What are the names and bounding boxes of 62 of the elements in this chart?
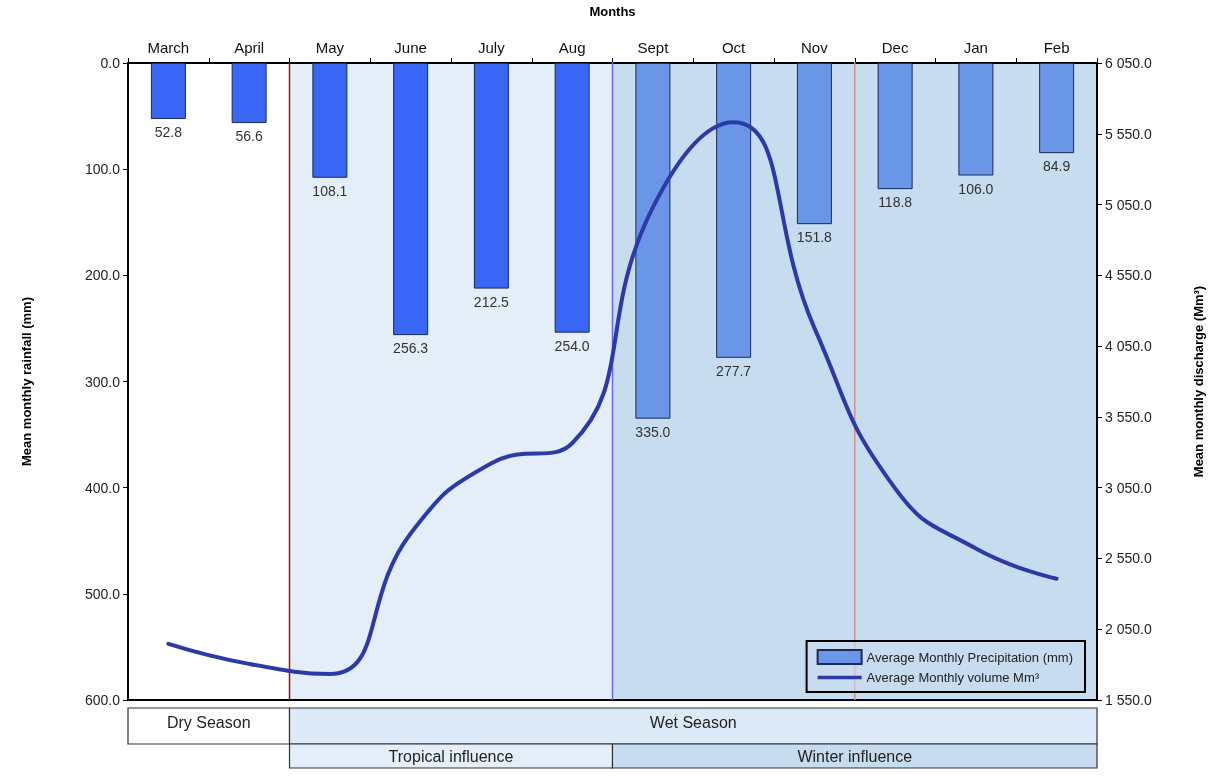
- data-label: 212.5: [473, 293, 510, 310]
- y2-tick-label: 4 050.0: [1105, 338, 1152, 355]
- x-axis-title: Months: [589, 4, 636, 19]
- y2-tick-label: 3 550.0: [1105, 408, 1152, 425]
- data-label: 56.6: [235, 128, 263, 145]
- text: Dry Season: [166, 713, 251, 731]
- bar: [231, 63, 267, 124]
- data-label: 118.8: [878, 194, 913, 211]
- x-tick-label: Oct: [721, 39, 747, 56]
- x-tick-label: March: [147, 39, 190, 56]
- y2-tick-label: 6 050.0: [1105, 55, 1152, 71]
- y2-tick-label: 4 550.0: [1105, 267, 1152, 284]
- data-label: 256.3: [393, 340, 429, 357]
- y-tick-label: 100.0: [84, 161, 121, 178]
- bar: [877, 63, 913, 190]
- data-label: 84.9: [1043, 158, 1071, 175]
- data-label: 277.7: [716, 362, 752, 379]
- legend-label: Average Monthly Precipitation (mm): [866, 649, 1074, 665]
- data-label: 106.0: [958, 180, 994, 197]
- y-tick-label: 400.0: [84, 479, 121, 496]
- band-label: Winter influence: [797, 747, 913, 765]
- legend-label: Average Monthly volume Mm³: [866, 670, 1040, 685]
- bar: [796, 63, 832, 225]
- data-label: 108.1: [312, 182, 348, 199]
- y2-axis-title: Mean monthly discharge (Mm³): [1191, 285, 1206, 478]
- y2-tick-label: 1 550.0: [1105, 692, 1152, 708]
- bar: [958, 63, 994, 176]
- y-tick-label: 500.0: [84, 585, 121, 602]
- y-tick-label: 600.0: [84, 692, 121, 708]
- x-tick-label: Aug: [558, 39, 586, 56]
- x-tick-label: April: [234, 39, 265, 56]
- bar: [716, 63, 752, 358]
- x-tick-label: Jan: [963, 39, 988, 56]
- x-tick-label: Dec: [881, 39, 909, 56]
- data-label: 254.0: [554, 337, 590, 354]
- data-label: 151.8: [796, 229, 833, 246]
- y-tick-label: 200.0: [84, 267, 121, 284]
- text: Wet Season: [649, 713, 737, 731]
- bar: [150, 63, 186, 120]
- x-tick-label: July: [478, 39, 506, 56]
- x-tick-label: Sept: [637, 39, 670, 56]
- bar: [1039, 63, 1075, 154]
- y2-tick-label: 5 050.0: [1105, 196, 1152, 213]
- bar: [393, 63, 429, 336]
- bar: [473, 63, 509, 289]
- y-axis-title: Mean monthly rainfall (mm): [19, 296, 34, 467]
- band-label: Tropical influence: [388, 747, 514, 765]
- y2-tick-label: 3 050.0: [1105, 479, 1152, 496]
- bar: [554, 63, 590, 333]
- y2-tick-label: 5 550.0: [1105, 125, 1152, 142]
- bar: [635, 63, 671, 419]
- x-tick-label: June: [394, 39, 427, 56]
- x-tick-label: May: [315, 39, 345, 56]
- bar: [312, 63, 348, 178]
- x-tick-label: Nov: [801, 39, 829, 56]
- y2-tick-label: 2 550.0: [1105, 550, 1152, 567]
- y-tick-label: 0.0: [100, 55, 121, 71]
- y2-tick-label: 2 050.0: [1105, 621, 1152, 638]
- y-tick-label: 300.0: [84, 373, 121, 390]
- data-label: 52.8: [154, 124, 183, 141]
- x-tick-label: Feb: [1043, 39, 1070, 56]
- data-label: 335.0: [635, 423, 671, 440]
